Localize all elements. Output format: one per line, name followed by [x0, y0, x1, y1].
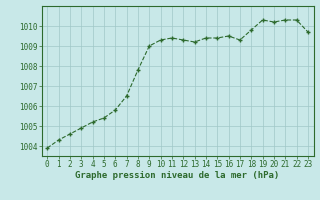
- X-axis label: Graphe pression niveau de la mer (hPa): Graphe pression niveau de la mer (hPa): [76, 171, 280, 180]
